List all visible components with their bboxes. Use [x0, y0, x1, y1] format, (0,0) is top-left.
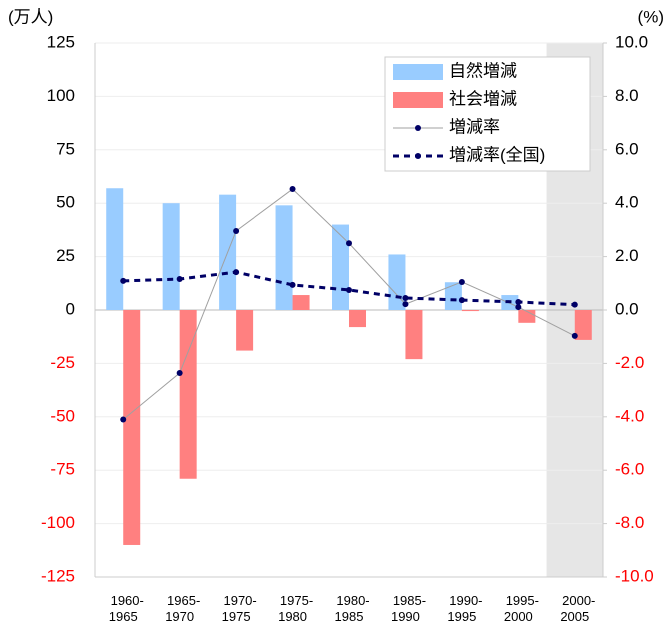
- marker: [402, 301, 409, 308]
- marker: [346, 286, 352, 293]
- y-tick-label: 125: [47, 32, 75, 51]
- x-tick-line: 2000-: [562, 593, 595, 608]
- legend-label: 増減率: [449, 117, 500, 136]
- y-tick-label: 0: [66, 299, 75, 318]
- legend-label: 増減率(全国): [449, 145, 545, 164]
- bar: [162, 203, 180, 310]
- line: [123, 270, 575, 307]
- x-tick-line: 1960-: [111, 593, 144, 608]
- marker: [233, 269, 240, 276]
- bar: [574, 310, 592, 340]
- marker: [571, 332, 578, 339]
- marker: [289, 281, 296, 288]
- x-tick-label: 1975-1980: [278, 593, 313, 624]
- bar: [349, 310, 366, 328]
- y-tick-label: 50: [56, 193, 75, 212]
- x-tick-line: 1980: [278, 609, 307, 624]
- y-tick-label: -75: [50, 460, 75, 479]
- bar: [405, 310, 423, 360]
- y-tick-label: -50: [50, 406, 75, 425]
- legend-marker: [415, 125, 421, 131]
- marker: [515, 298, 522, 305]
- legend-swatch: [393, 92, 443, 108]
- bar: [461, 310, 479, 312]
- x-tick-line: 2005: [560, 609, 589, 624]
- marker: [402, 294, 409, 301]
- y-tick-label: 75: [56, 139, 75, 158]
- x-tick-label: 1965-1970: [165, 593, 200, 624]
- x-tick-line: 1965: [109, 609, 138, 624]
- marker: [176, 276, 183, 283]
- bar: [123, 310, 141, 545]
- legend-label: 社会増減: [449, 89, 517, 108]
- bar: [332, 224, 349, 310]
- marker: [458, 278, 465, 285]
- bar: [236, 310, 254, 351]
- y-tick-label: 25: [56, 246, 75, 265]
- marker: [176, 370, 183, 377]
- marker: [571, 301, 578, 308]
- legend-swatch: [393, 64, 443, 80]
- x-tick-line: 1980-: [336, 593, 369, 608]
- x-tick-line: 1990-: [449, 593, 482, 608]
- x-tick-line: 1970: [165, 609, 194, 624]
- legend-label: 自然増減: [449, 61, 517, 80]
- x-tick-label: 1990-1995: [447, 593, 482, 624]
- marker: [120, 277, 127, 284]
- x-tick-line: 1975: [222, 609, 251, 624]
- x-tick-label: 1995-2000: [504, 593, 539, 624]
- y2-tick-label: 6.0: [615, 139, 639, 158]
- x-tick-label: 2000-2005: [560, 593, 595, 624]
- y-unit: (万人): [8, 7, 53, 26]
- y2-tick-label: -10.0: [615, 566, 654, 585]
- y2-tick-label: 2.0: [615, 246, 639, 265]
- y2-tick-label: 0.0: [615, 299, 639, 318]
- marker: [458, 297, 465, 304]
- x-tick-line: 1995: [447, 609, 476, 624]
- x-tick-line: 2000: [504, 609, 533, 624]
- marker: [120, 416, 127, 423]
- x-tick-line: 1990: [391, 609, 420, 624]
- bar: [275, 205, 293, 310]
- x-tick-label: 1980-1985: [335, 593, 370, 624]
- x-tick-line: 1975-: [280, 593, 313, 608]
- x-tick-label: 1985-1990: [391, 593, 426, 624]
- y2-unit: (%): [638, 7, 664, 26]
- x-tick-line: 1970-: [223, 593, 256, 608]
- marker: [346, 240, 352, 247]
- y2-tick-label: -8.0: [615, 513, 644, 532]
- y2-tick-label: 10.0: [615, 32, 648, 51]
- bar: [292, 295, 310, 310]
- y-tick-label: -25: [50, 353, 75, 372]
- x-tick-line: 1965-: [167, 593, 200, 608]
- y-tick-label: -125: [41, 566, 75, 585]
- marker: [233, 227, 240, 234]
- marker: [515, 304, 522, 311]
- y2-tick-label: -6.0: [615, 460, 644, 479]
- bar: [179, 310, 197, 479]
- y2-tick-label: 8.0: [615, 86, 639, 105]
- x-tick-label: 1970-1975: [222, 593, 257, 624]
- x-tick-line: 1995-: [506, 593, 539, 608]
- bar: [106, 188, 124, 310]
- bar: [444, 282, 462, 310]
- y2-tick-label: -4.0: [615, 406, 644, 425]
- y-tick-label: -100: [41, 513, 75, 532]
- x-tick-label: 1960-1965: [109, 593, 144, 624]
- y2-tick-label: -2.0: [615, 353, 644, 372]
- x-tick-line: 1985-: [393, 593, 426, 608]
- marker: [289, 186, 296, 193]
- y2-tick-label: 4.0: [615, 193, 639, 212]
- y-tick-label: 100: [47, 86, 75, 105]
- legend-marker: [415, 153, 421, 159]
- x-tick-line: 1985: [335, 609, 364, 624]
